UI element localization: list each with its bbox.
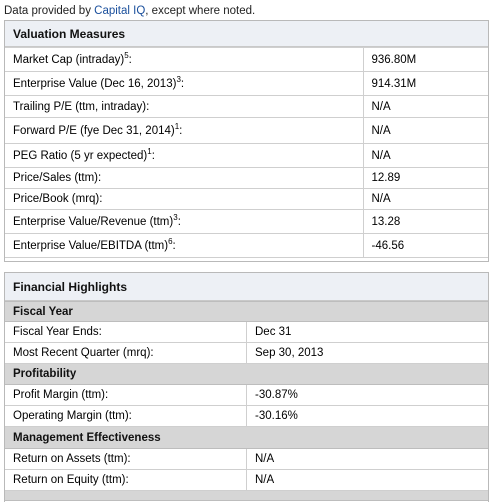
section-header-profitability: Profitability <box>5 363 488 385</box>
table-row: Most Recent Quarter (mrq): Sep 30, 2013 <box>5 342 488 364</box>
valuation-table: Market Cap (intraday)5: 936.80M Enterpri… <box>5 47 488 258</box>
row-label: Return on Equity (ttm): <box>5 469 247 491</box>
credit-prefix: Data provided by <box>4 5 95 17</box>
row-label: Price/Book (mrq): <box>5 188 364 210</box>
section-title: Management Effectiveness <box>5 426 488 449</box>
row-label: Fiscal Year Ends: <box>5 321 247 343</box>
financial-highlights-title: Financial Highlights <box>5 273 488 301</box>
row-label: Operating Margin (ttm): <box>5 405 247 427</box>
row-label: Trailing P/E (ttm, intraday): <box>5 95 364 118</box>
section-title: Fiscal Year <box>5 301 488 322</box>
row-value: -30.16% <box>246 405 488 427</box>
row-label: Forward P/E (fye Dec 31, 2014)1: <box>5 117 364 144</box>
row-label: PEG Ratio (5 yr expected)1: <box>5 143 364 168</box>
row-value: 12.89 <box>362 167 488 189</box>
row-label: Enterprise Value (Dec 16, 2013)3: <box>5 71 364 96</box>
row-label: Price/Sales (ttm): <box>5 167 364 189</box>
row-value: Dec 31 <box>246 321 488 343</box>
row-value: N/A <box>362 95 488 118</box>
row-value: N/A <box>362 188 488 210</box>
table-row: PEG Ratio (5 yr expected)1: N/A <box>5 143 488 168</box>
data-credit: Data provided by Capital IQ, except wher… <box>4 4 255 19</box>
table-row: Enterprise Value/EBITDA (ttm)6: -46.56 <box>5 233 488 258</box>
row-label: Return on Assets (ttm): <box>5 448 247 470</box>
table-row: Profit Margin (ttm): -30.87% <box>5 384 488 406</box>
financial-highlights-panel: Financial Highlights Fiscal Year Fiscal … <box>4 272 489 502</box>
row-value: 13.28 <box>362 209 488 234</box>
valuation-measures-title: Valuation Measures <box>5 21 488 47</box>
row-label: Profit Margin (ttm): <box>5 384 247 406</box>
row-label: Enterprise Value/Revenue (ttm)3: <box>5 209 364 234</box>
section-title <box>5 490 488 501</box>
table-row: Forward P/E (fye Dec 31, 2014)1: N/A <box>5 117 488 144</box>
row-value: 914.31M <box>362 71 488 96</box>
table-row: Return on Assets (ttm): N/A <box>5 448 488 470</box>
capital-iq-link[interactable]: Capital IQ <box>94 5 146 17</box>
row-value: -46.56 <box>362 233 488 258</box>
row-value: N/A <box>246 448 488 470</box>
table-row: Price/Sales (ttm): 12.89 <box>5 167 488 189</box>
row-value: N/A <box>362 117 488 144</box>
row-label: Most Recent Quarter (mrq): <box>5 342 247 364</box>
row-label: Enterprise Value/EBITDA (ttm)6: <box>5 233 364 258</box>
financial-table: Fiscal Year Fiscal Year Ends: Dec 31 Mos… <box>5 301 488 501</box>
row-value: N/A <box>246 469 488 491</box>
section-title: Profitability <box>5 363 488 385</box>
row-value: 936.80M <box>362 47 488 72</box>
row-value: Sep 30, 2013 <box>246 342 488 364</box>
valuation-measures-panel: Valuation Measures Market Cap (intraday)… <box>4 20 489 262</box>
table-row: Trailing P/E (ttm, intraday): N/A <box>5 95 488 118</box>
table-row: Price/Book (mrq): N/A <box>5 188 488 210</box>
row-value: -30.87% <box>246 384 488 406</box>
table-row: Operating Margin (ttm): -30.16% <box>5 405 488 427</box>
table-row: Return on Equity (ttm): N/A <box>5 469 488 491</box>
table-row: Market Cap (intraday)5: 936.80M <box>5 47 488 72</box>
table-row: Enterprise Value (Dec 16, 2013)3: 914.31… <box>5 71 488 96</box>
table-row: Fiscal Year Ends: Dec 31 <box>5 321 488 343</box>
section-header-next <box>5 490 488 501</box>
credit-suffix: , except where noted. <box>145 5 256 17</box>
section-header-fiscal-year: Fiscal Year <box>5 301 488 322</box>
row-label: Market Cap (intraday)5: <box>5 47 364 72</box>
row-value: N/A <box>362 143 488 168</box>
table-row: Enterprise Value/Revenue (ttm)3: 13.28 <box>5 209 488 234</box>
section-header-management-effectiveness: Management Effectiveness <box>5 426 488 449</box>
